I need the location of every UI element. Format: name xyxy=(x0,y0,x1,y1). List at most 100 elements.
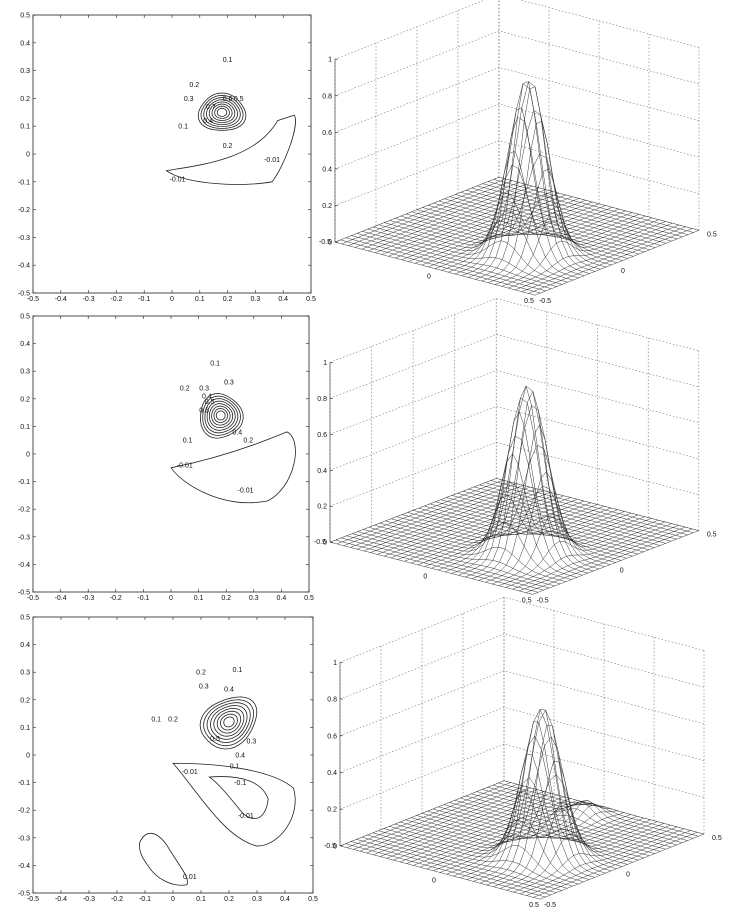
z-tick-label: 0.8 xyxy=(322,93,332,100)
mesh-line xyxy=(334,176,500,243)
mesh-line xyxy=(462,490,666,544)
y-tick-label: -0.3 xyxy=(18,235,30,242)
contour-line xyxy=(203,97,241,127)
z-gridline xyxy=(329,406,699,471)
contour-level-label: 0.4 xyxy=(232,429,242,436)
mesh-line xyxy=(449,802,650,856)
z-tick-label: 0 xyxy=(328,240,332,247)
y-tick-label: -0.5 xyxy=(18,291,30,298)
mesh-line xyxy=(438,200,639,255)
mesh-line xyxy=(471,187,672,242)
mesh-line xyxy=(424,505,627,559)
contour-level-label: 0.01 xyxy=(183,874,197,881)
x-tick-label: -0.5 xyxy=(319,239,331,246)
y-tick-label: -0.4 xyxy=(18,863,30,870)
surface-mesh xyxy=(329,385,699,595)
x-tick-label: -0.5 xyxy=(27,296,39,303)
surface-mesh xyxy=(339,708,705,900)
small-lobe-contour xyxy=(138,832,188,886)
z-tick-label: 0.4 xyxy=(322,166,332,173)
mesh-line xyxy=(477,185,678,240)
x-tick-label: 0.3 xyxy=(251,296,261,303)
z-tick-label: 0.2 xyxy=(317,504,327,511)
mesh-line xyxy=(512,525,679,590)
mesh-line xyxy=(339,845,541,900)
contour-level-label: 0.5 xyxy=(234,96,244,103)
mesh-line xyxy=(341,537,544,591)
y-tick-label: -0.5 xyxy=(544,902,556,909)
y-tick-label: 0.3 xyxy=(20,68,30,75)
surface-back-walls xyxy=(339,596,705,847)
mesh-line xyxy=(498,782,699,837)
x-tick-label: -0.4 xyxy=(55,296,67,303)
mesh-line xyxy=(356,839,557,893)
y-tick-label: 0 xyxy=(620,568,624,575)
mesh-line xyxy=(345,843,546,898)
contour-level-label: 0.2 xyxy=(168,717,178,724)
x-tick-label: -0.2 xyxy=(110,595,122,602)
mesh-line xyxy=(446,497,650,550)
contour-line xyxy=(200,393,244,439)
mesh-line xyxy=(356,233,557,287)
surface-panel-1: 00.20.40.60.81-0.500.5 -0.500.5 xyxy=(319,0,717,305)
y-tick-label: 0.1 xyxy=(20,124,30,131)
negative-lobe-contour xyxy=(170,431,296,504)
contour-level-label: -0.01 xyxy=(238,487,254,494)
contour-line xyxy=(215,410,226,421)
z-tick-label: 0.6 xyxy=(317,432,327,439)
mesh-line xyxy=(405,709,606,874)
z-gridline xyxy=(339,707,705,773)
mesh-line xyxy=(482,183,683,238)
mesh-line xyxy=(379,435,583,576)
contour-level-label: -0.01 xyxy=(170,177,186,184)
z-tick-label: 0.4 xyxy=(327,770,337,777)
x-tick-label: -0.5 xyxy=(27,595,39,602)
y-tick-label: -0.4 xyxy=(18,562,30,569)
contour-line xyxy=(214,105,230,119)
mesh-line xyxy=(351,235,552,289)
mesh-line xyxy=(513,826,678,893)
mesh-line xyxy=(473,486,677,540)
mesh-line xyxy=(460,192,661,246)
y-tick-label: 0.3 xyxy=(20,670,30,677)
contour-level-label: 0.3 xyxy=(199,385,209,392)
contour-line xyxy=(211,405,231,426)
contour-line xyxy=(216,107,228,117)
x-tick-label: -0.2 xyxy=(110,296,122,303)
x-tick-label: 0 xyxy=(427,274,431,281)
mesh-line xyxy=(422,207,623,261)
mesh-line xyxy=(400,708,601,876)
mesh-line xyxy=(411,194,612,266)
contour-line xyxy=(223,716,235,728)
contour-level-label: 0.4 xyxy=(202,394,212,401)
y-tick-label: 0 xyxy=(621,268,625,275)
mesh-line xyxy=(416,774,617,869)
mesh-line xyxy=(383,816,584,883)
mesh-line xyxy=(466,189,667,244)
mesh-line xyxy=(390,385,594,572)
mesh-line xyxy=(340,239,541,294)
mesh-line xyxy=(413,510,616,563)
y-tick-label: 0.4 xyxy=(20,642,30,649)
mesh-line xyxy=(421,808,623,867)
mesh-line xyxy=(433,202,634,257)
x-tick-label: 0.1 xyxy=(196,896,206,903)
mesh-line xyxy=(368,521,572,580)
mesh-line xyxy=(441,205,606,271)
mesh-line xyxy=(444,198,645,253)
mesh-line xyxy=(471,793,672,848)
y-tick-label: 0.2 xyxy=(20,396,30,403)
contour-level-label: -0.01 xyxy=(238,813,254,820)
contour-line xyxy=(204,398,239,434)
contour-level-label: 0.1 xyxy=(233,667,243,674)
contour-level-label: 0.1 xyxy=(223,57,233,64)
mesh-line xyxy=(427,205,628,259)
contour-line xyxy=(216,710,242,734)
y-tick-label: 0.5 xyxy=(20,615,30,622)
contour-line xyxy=(213,408,229,423)
x-tick-label: 0.5 xyxy=(524,298,534,305)
mesh-line xyxy=(372,832,573,887)
contour-line xyxy=(206,702,251,743)
y-tick-label: -0.5 xyxy=(18,590,30,597)
